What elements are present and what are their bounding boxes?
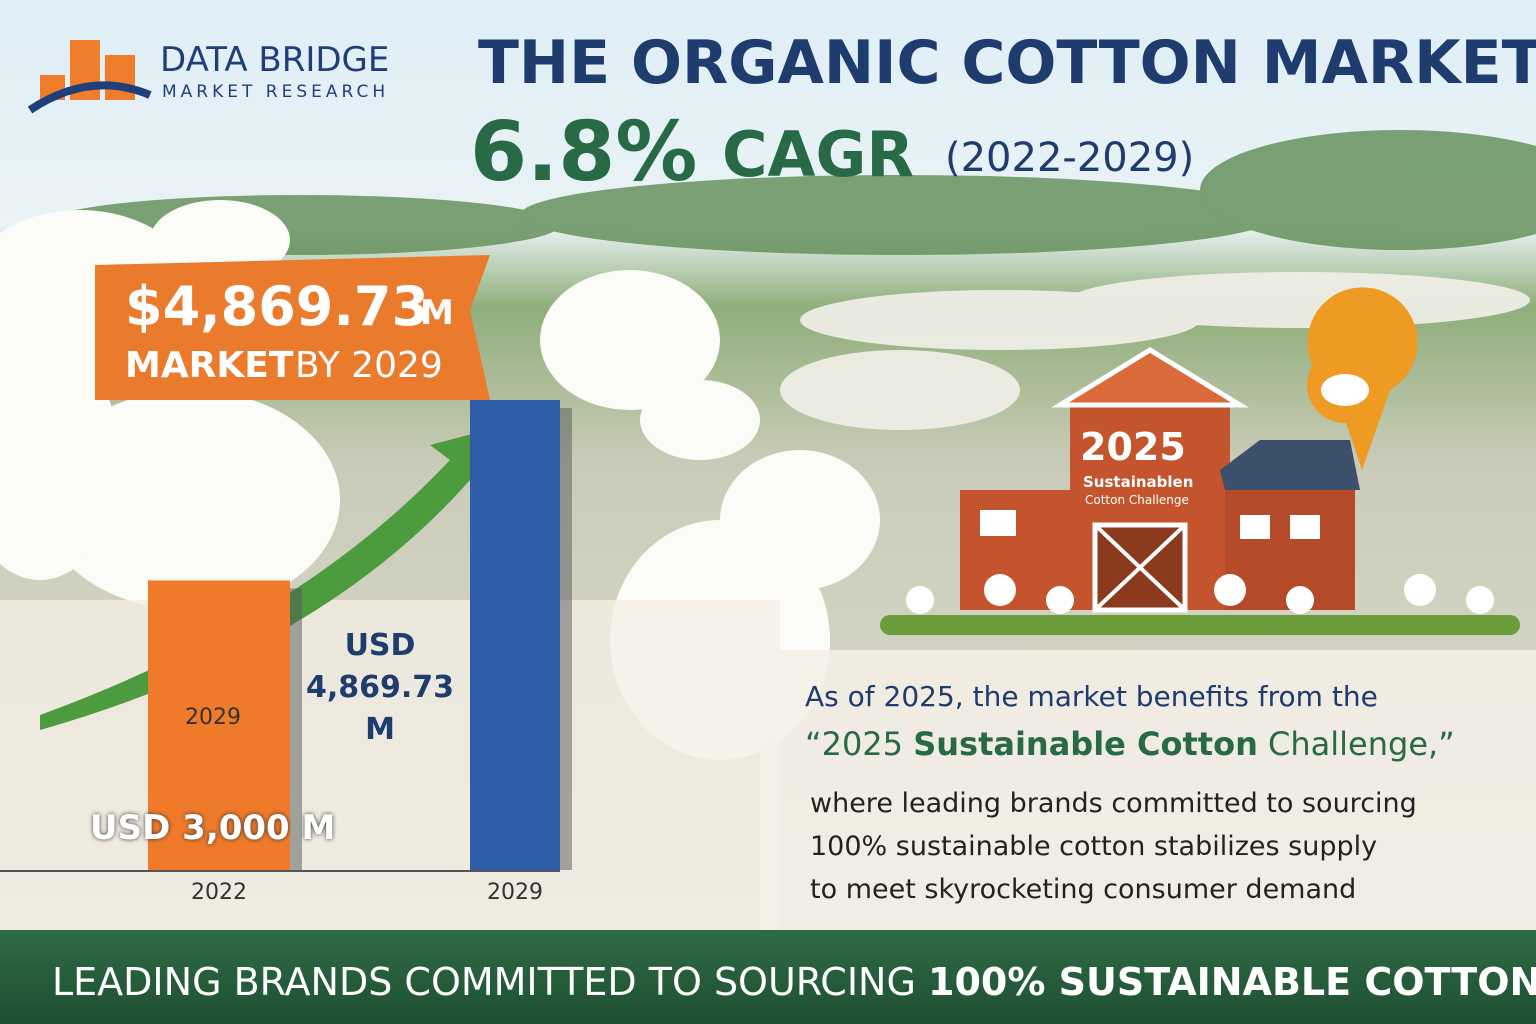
paragraph-line: where leading brands committed to sourci… [810,788,1417,819]
barn [880,287,1520,635]
logo-tagline: MARKET RESEARCH [162,82,390,102]
paragraph-intro: As of 2025, the market benefits from the [805,680,1378,713]
quote-open: “2025 [805,725,914,763]
badge-amount: $4,869.73 [125,275,430,338]
cagr-label: CAGR [722,118,915,191]
paragraph-line: 100% sustainable cotton stabilizes suppl… [810,831,1378,862]
logo-mark [27,40,152,114]
badge-label: MARKET [125,345,294,386]
cagr-period: (2022-2029) [945,135,1195,181]
x-tick-label: 2022 [191,880,247,905]
paragraph-lines: where leading brands committed to sourci… [810,782,1417,911]
bar [148,580,290,870]
footer-emphasis: 100% SUSTAINABLE COTTON [928,960,1536,1004]
bar-side [290,588,302,870]
bar-annotation: 2029 [185,705,241,730]
value-label: USD 4,869.73 M [305,628,455,747]
footer-text: LEADING BRANDS COMMITTED TO SOURCING [52,960,928,1004]
footer: LEADING BRANDS COMMITTED TO SOURCING 100… [52,960,1536,1004]
barn-line: Sustainablen [1083,473,1194,491]
bar-side [560,408,572,870]
x-tick-label: 2029 [487,880,543,905]
bar [470,400,560,870]
badge-unit: M [420,293,454,333]
badge-year: BY 2029 [295,345,443,386]
quote-bold: Sustainable Cotton [913,725,1258,763]
value-label: USD 3,000 M [90,808,336,848]
logo-name: DATA BRIDGE [160,40,390,80]
barn-line: Cotton Challenge [1085,493,1189,507]
title: THE ORGANIC COTTON MARKET [478,28,1536,98]
quote-close: Challenge,” [1257,725,1455,763]
paragraph-line: to meet skyrocketing consumer demand [810,874,1357,905]
cagr-rate: 6.8% [470,105,698,200]
barn-year: 2025 [1080,425,1186,469]
paragraph-quote: “2025 Sustainable Cotton Challenge,” [805,725,1455,763]
